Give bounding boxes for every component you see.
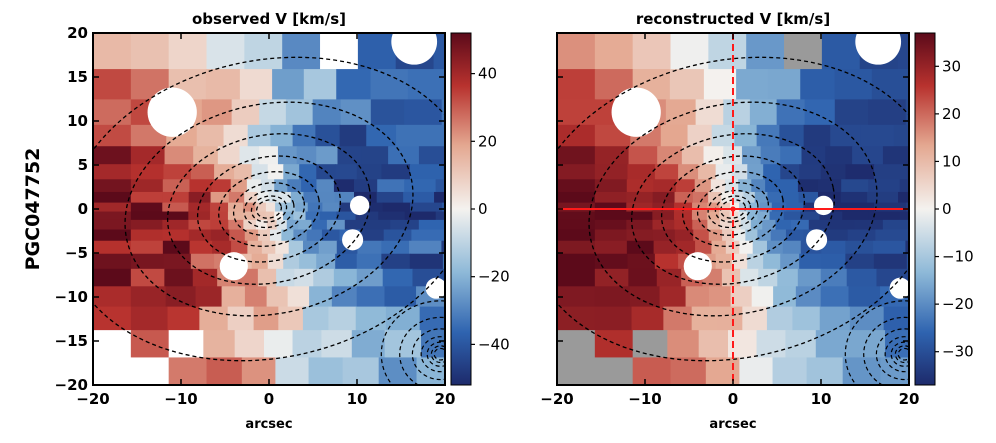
- axis-ticks-reconstructed: −20 −10 0 10 20: [540, 32, 920, 408]
- colorbar-ticks-reconstructed: 30 20 10 0 −10 −20 −30: [935, 57, 974, 361]
- colorbar-ticks-observed: 40 20 0 −20 −40: [471, 65, 510, 353]
- colorbar-reconstructed: [914, 32, 936, 386]
- y-tick-label: −10: [55, 288, 88, 306]
- isophote-contours-reconstructed: [557, 56, 909, 385]
- y-tick-label: 10: [67, 112, 88, 130]
- colorbar-tick-label: −10: [942, 248, 974, 266]
- colorbar-tick-label: 20: [478, 132, 497, 150]
- x-axis-label-reconstructed: arcsec: [709, 417, 756, 432]
- colorbar-tick-label: −30: [942, 343, 974, 361]
- velocity-map-observed: [93, 33, 445, 385]
- colorbar-tick-label: −40: [478, 335, 510, 353]
- panel-observed: observed V [km/s] −20 −10 0 10 20 −20 −15 −10 −5…: [55, 10, 510, 432]
- y-tick-label: 15: [67, 68, 88, 86]
- x-axis-label-observed: arcsec: [245, 417, 292, 432]
- panel-title-reconstructed: reconstructed V [km/s]: [636, 10, 830, 28]
- colorbar-tick-label: 30: [942, 57, 961, 75]
- colorbar-tick-label: 10: [942, 152, 961, 170]
- x-tick-label: 10: [347, 390, 368, 408]
- y-tick-label: 0: [78, 200, 88, 218]
- x-tick-label: 10: [811, 390, 832, 408]
- row-label: PGC047752: [22, 148, 44, 271]
- axis-ticks-observed: −20 −10 0 10 20 −20 −15 −10 −5 0 5 10 15 20: [55, 24, 456, 408]
- y-tick-label: −20: [55, 376, 88, 394]
- colorbar-tick-label: 20: [942, 105, 961, 123]
- colorbar-tick-label: 0: [478, 200, 488, 218]
- x-tick-label: −10: [628, 390, 661, 408]
- x-tick-label: −20: [76, 390, 109, 408]
- y-tick-label: 5: [78, 156, 88, 174]
- colorbar-tick-label: 40: [478, 65, 497, 83]
- kinematic-center-crosshair: [557, 33, 909, 385]
- panel-title-observed: observed V [km/s]: [192, 10, 346, 28]
- y-tick-label: 20: [67, 24, 88, 42]
- x-tick-label: 20: [435, 390, 456, 408]
- colorbar-tick-label: −20: [478, 268, 510, 286]
- x-tick-label: −10: [164, 390, 197, 408]
- x-tick-label: 20: [899, 390, 920, 408]
- x-tick-label: −20: [540, 390, 573, 408]
- x-tick-label: 0: [728, 390, 738, 408]
- y-tick-label: −5: [65, 244, 88, 262]
- y-tick-label: −15: [55, 332, 88, 350]
- colorbar-observed: [450, 32, 472, 386]
- colorbar-tick-label: −20: [942, 295, 974, 313]
- colorbar-tick-label: 0: [942, 200, 952, 218]
- x-tick-label: 0: [264, 390, 274, 408]
- isophote-contours-observed: [93, 56, 445, 385]
- panel-reconstructed: reconstructed V [km/s] −20 −10 0 10 20 arcse…: [540, 10, 974, 432]
